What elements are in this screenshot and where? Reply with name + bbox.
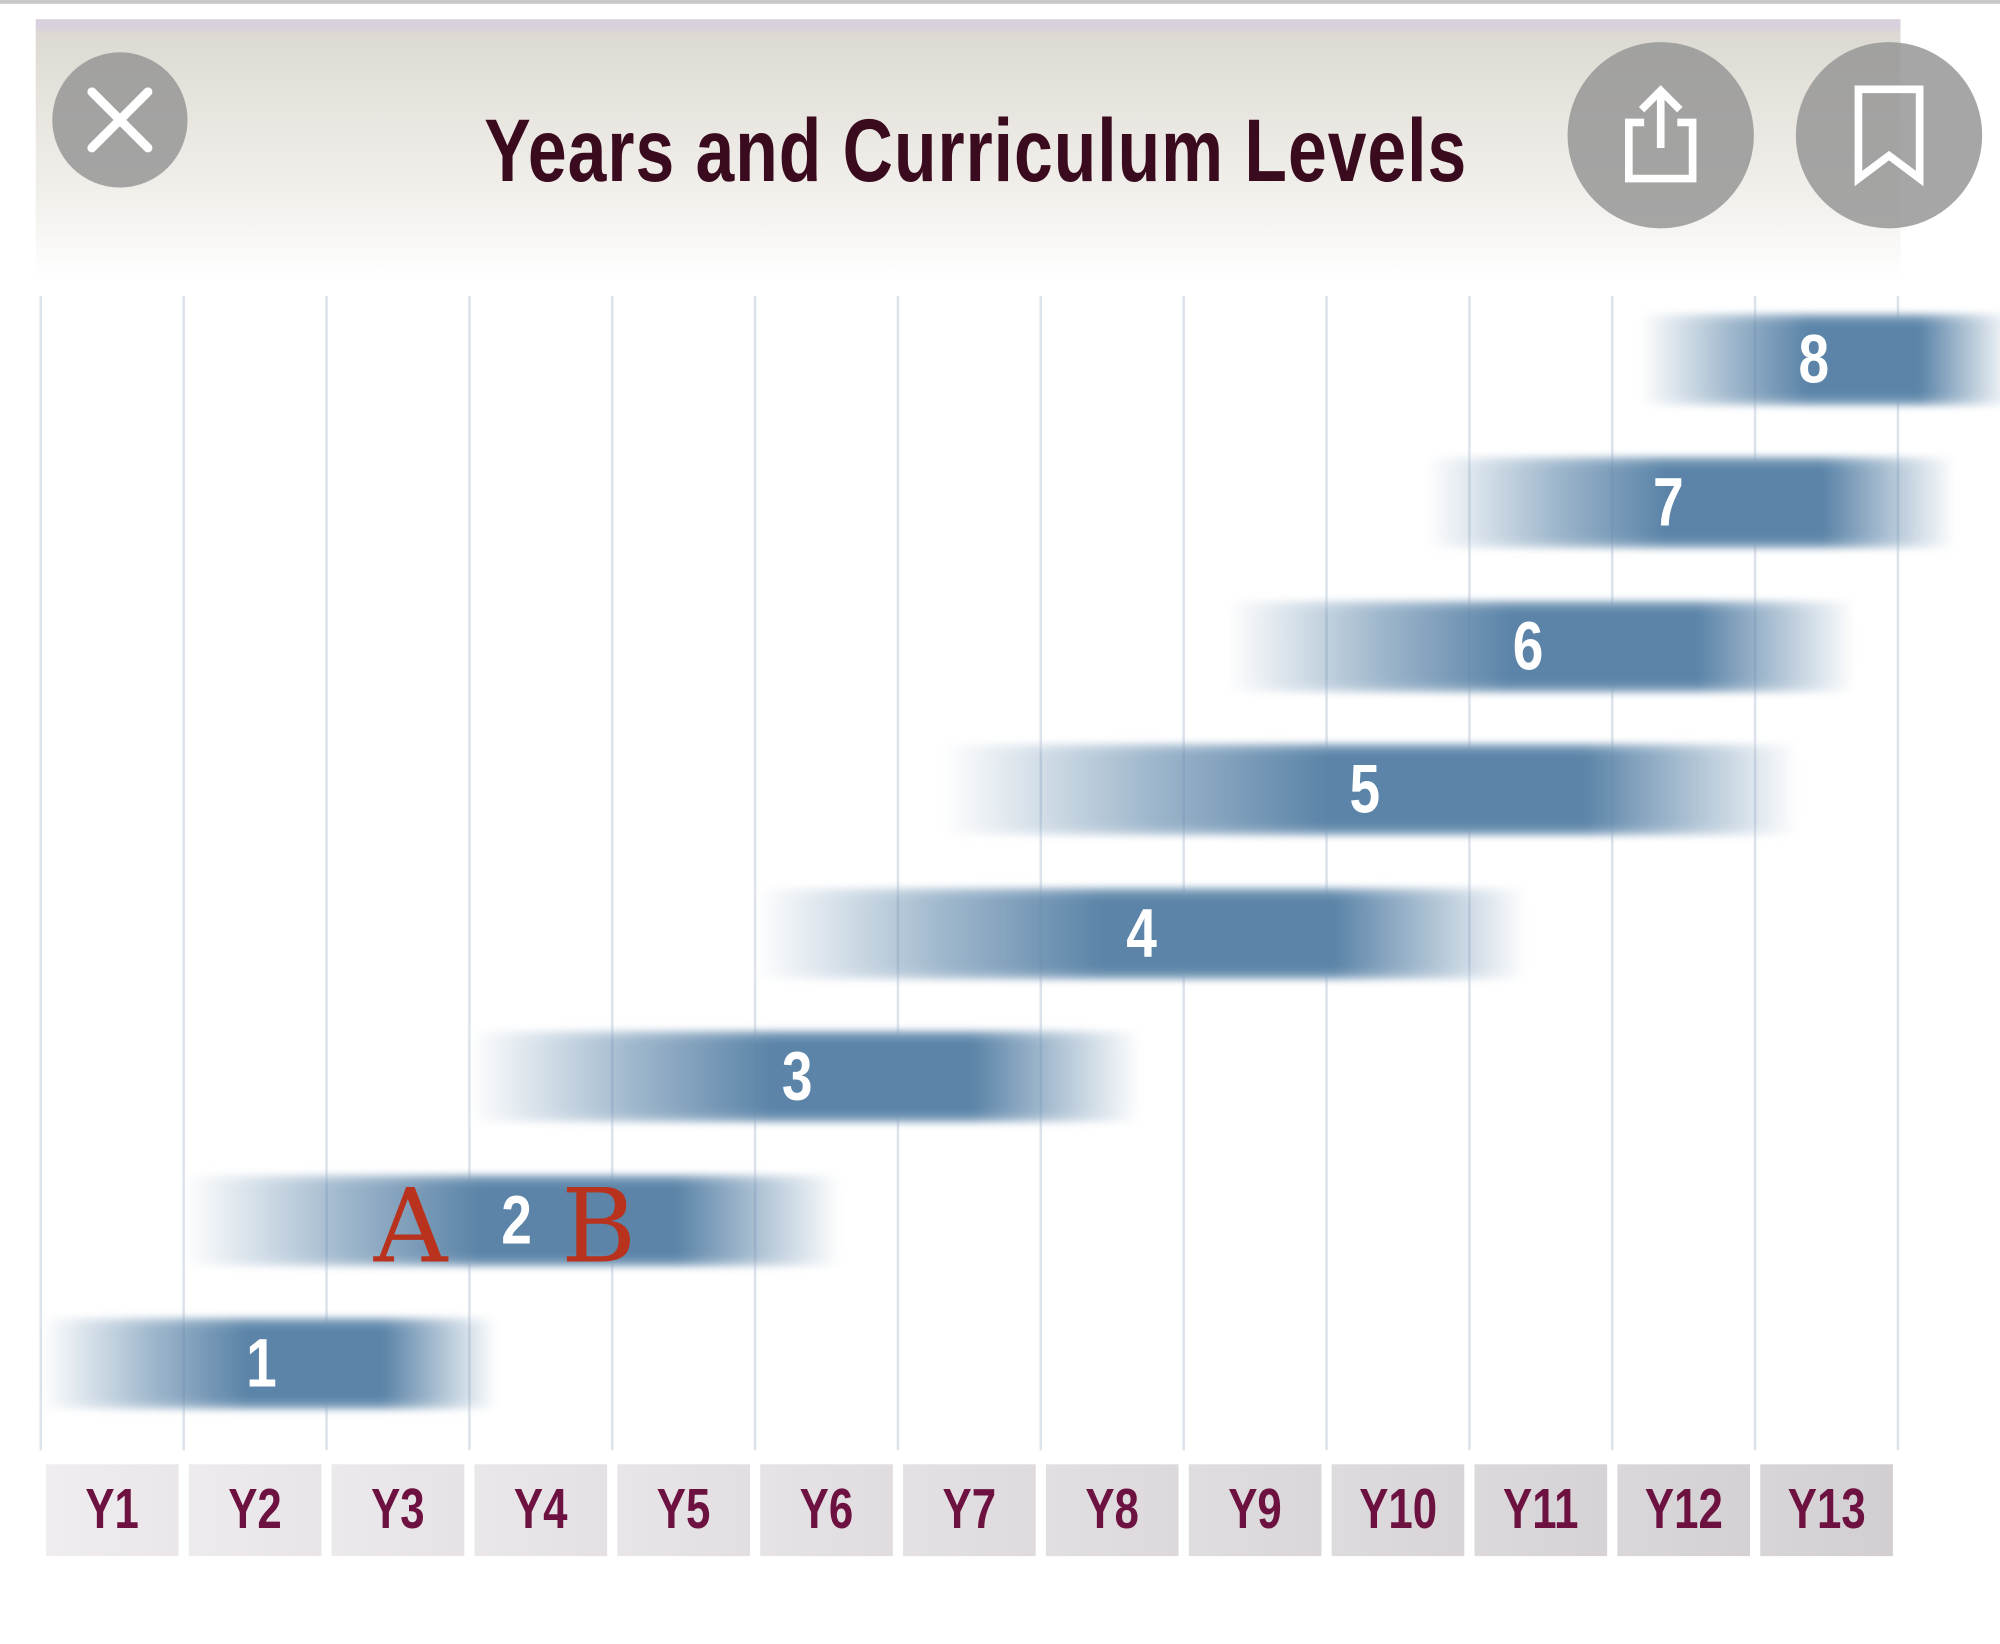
share-button[interactable]: [1567, 42, 1754, 229]
level-bar-4: 4: [755, 887, 1527, 979]
grid-line: [1182, 295, 1185, 1451]
bar-fill: [40, 1317, 498, 1410]
year-label: Y10: [1331, 1464, 1465, 1557]
bar-fill: [1640, 313, 2000, 405]
grid-line: [468, 295, 471, 1451]
level-label: 1: [246, 1325, 277, 1402]
year-label: Y4: [474, 1464, 608, 1557]
year-label: Y9: [1188, 1464, 1322, 1557]
year-label-text: Y10: [1359, 1478, 1437, 1541]
chart-title: Years and Curriculum Levels: [484, 100, 1468, 201]
level-label: 6: [1512, 607, 1544, 685]
level-bar-1: 1: [40, 1317, 498, 1410]
year-label-text: Y8: [1085, 1478, 1140, 1541]
level-bar-6: 6: [1226, 600, 1856, 692]
bar-fill: [183, 1174, 841, 1266]
grid-line: [1896, 295, 1900, 1451]
year-label-text: Y11: [1503, 1478, 1579, 1541]
bar-fill: [469, 1030, 1141, 1123]
grid-line: [1468, 295, 1471, 1451]
annotation-a: A: [373, 1167, 448, 1286]
year-label: Y13: [1760, 1464, 1893, 1557]
level-label: 8: [1798, 320, 1830, 398]
level-label: 5: [1349, 751, 1381, 828]
level-bar-8: 8: [1640, 313, 2000, 405]
level-label: 4: [1126, 894, 1157, 972]
year-label: Y8: [1045, 1464, 1179, 1557]
bar-fill: [1226, 600, 1856, 692]
year-label-text: Y9: [1228, 1478, 1282, 1541]
level-bar-2: 2: [183, 1174, 841, 1266]
year-label-text: Y7: [942, 1478, 997, 1541]
grid-line: [325, 295, 328, 1451]
year-label: Y2: [188, 1464, 322, 1557]
bookmark-icon: [1854, 85, 1924, 187]
year-label-text: Y1: [85, 1478, 140, 1541]
bar-fill: [755, 887, 1527, 979]
grid-line: [1610, 295, 1614, 1451]
grid-line: [182, 295, 185, 1451]
year-label: Y3: [331, 1464, 465, 1557]
year-label: Y7: [903, 1464, 1036, 1557]
level-bar-7: 7: [1426, 456, 1956, 549]
year-label-text: Y4: [514, 1478, 568, 1541]
level-label: 3: [781, 1038, 813, 1115]
year-label: Y5: [617, 1464, 750, 1557]
close-icon: [87, 87, 153, 153]
level-bar-5: 5: [940, 743, 1798, 836]
year-label: Y11: [1474, 1464, 1608, 1557]
grid-line: [753, 295, 757, 1451]
level-bar-3: 3: [469, 1030, 1141, 1123]
grid-line: [1753, 295, 1757, 1451]
year-label: Y1: [45, 1464, 179, 1557]
top-border: [0, 0, 2000, 4]
grid-line: [1325, 295, 1328, 1451]
year-label: Y6: [760, 1464, 893, 1557]
bar-fill: [940, 743, 1798, 836]
close-button[interactable]: [52, 52, 188, 188]
level-label: 7: [1653, 464, 1684, 541]
bookmark-button[interactable]: [1795, 42, 1983, 229]
bar-fill: [1426, 456, 1956, 549]
year-label-text: Y3: [371, 1478, 425, 1541]
grid-line: [610, 295, 614, 1451]
year-label-text: Y6: [799, 1478, 854, 1541]
year-label-text: Y13: [1787, 1478, 1866, 1541]
year-label-text: Y2: [228, 1478, 282, 1541]
share-icon: [1624, 85, 1697, 183]
year-label: Y12: [1617, 1464, 1750, 1557]
year-label-text: Y12: [1644, 1478, 1723, 1541]
year-label-text: Y5: [656, 1478, 711, 1541]
grid-line: [39, 295, 43, 1451]
grid-line: [896, 295, 900, 1451]
level-label: 2: [501, 1181, 532, 1259]
grid-line: [1039, 295, 1043, 1451]
annotation-b: B: [561, 1167, 637, 1286]
